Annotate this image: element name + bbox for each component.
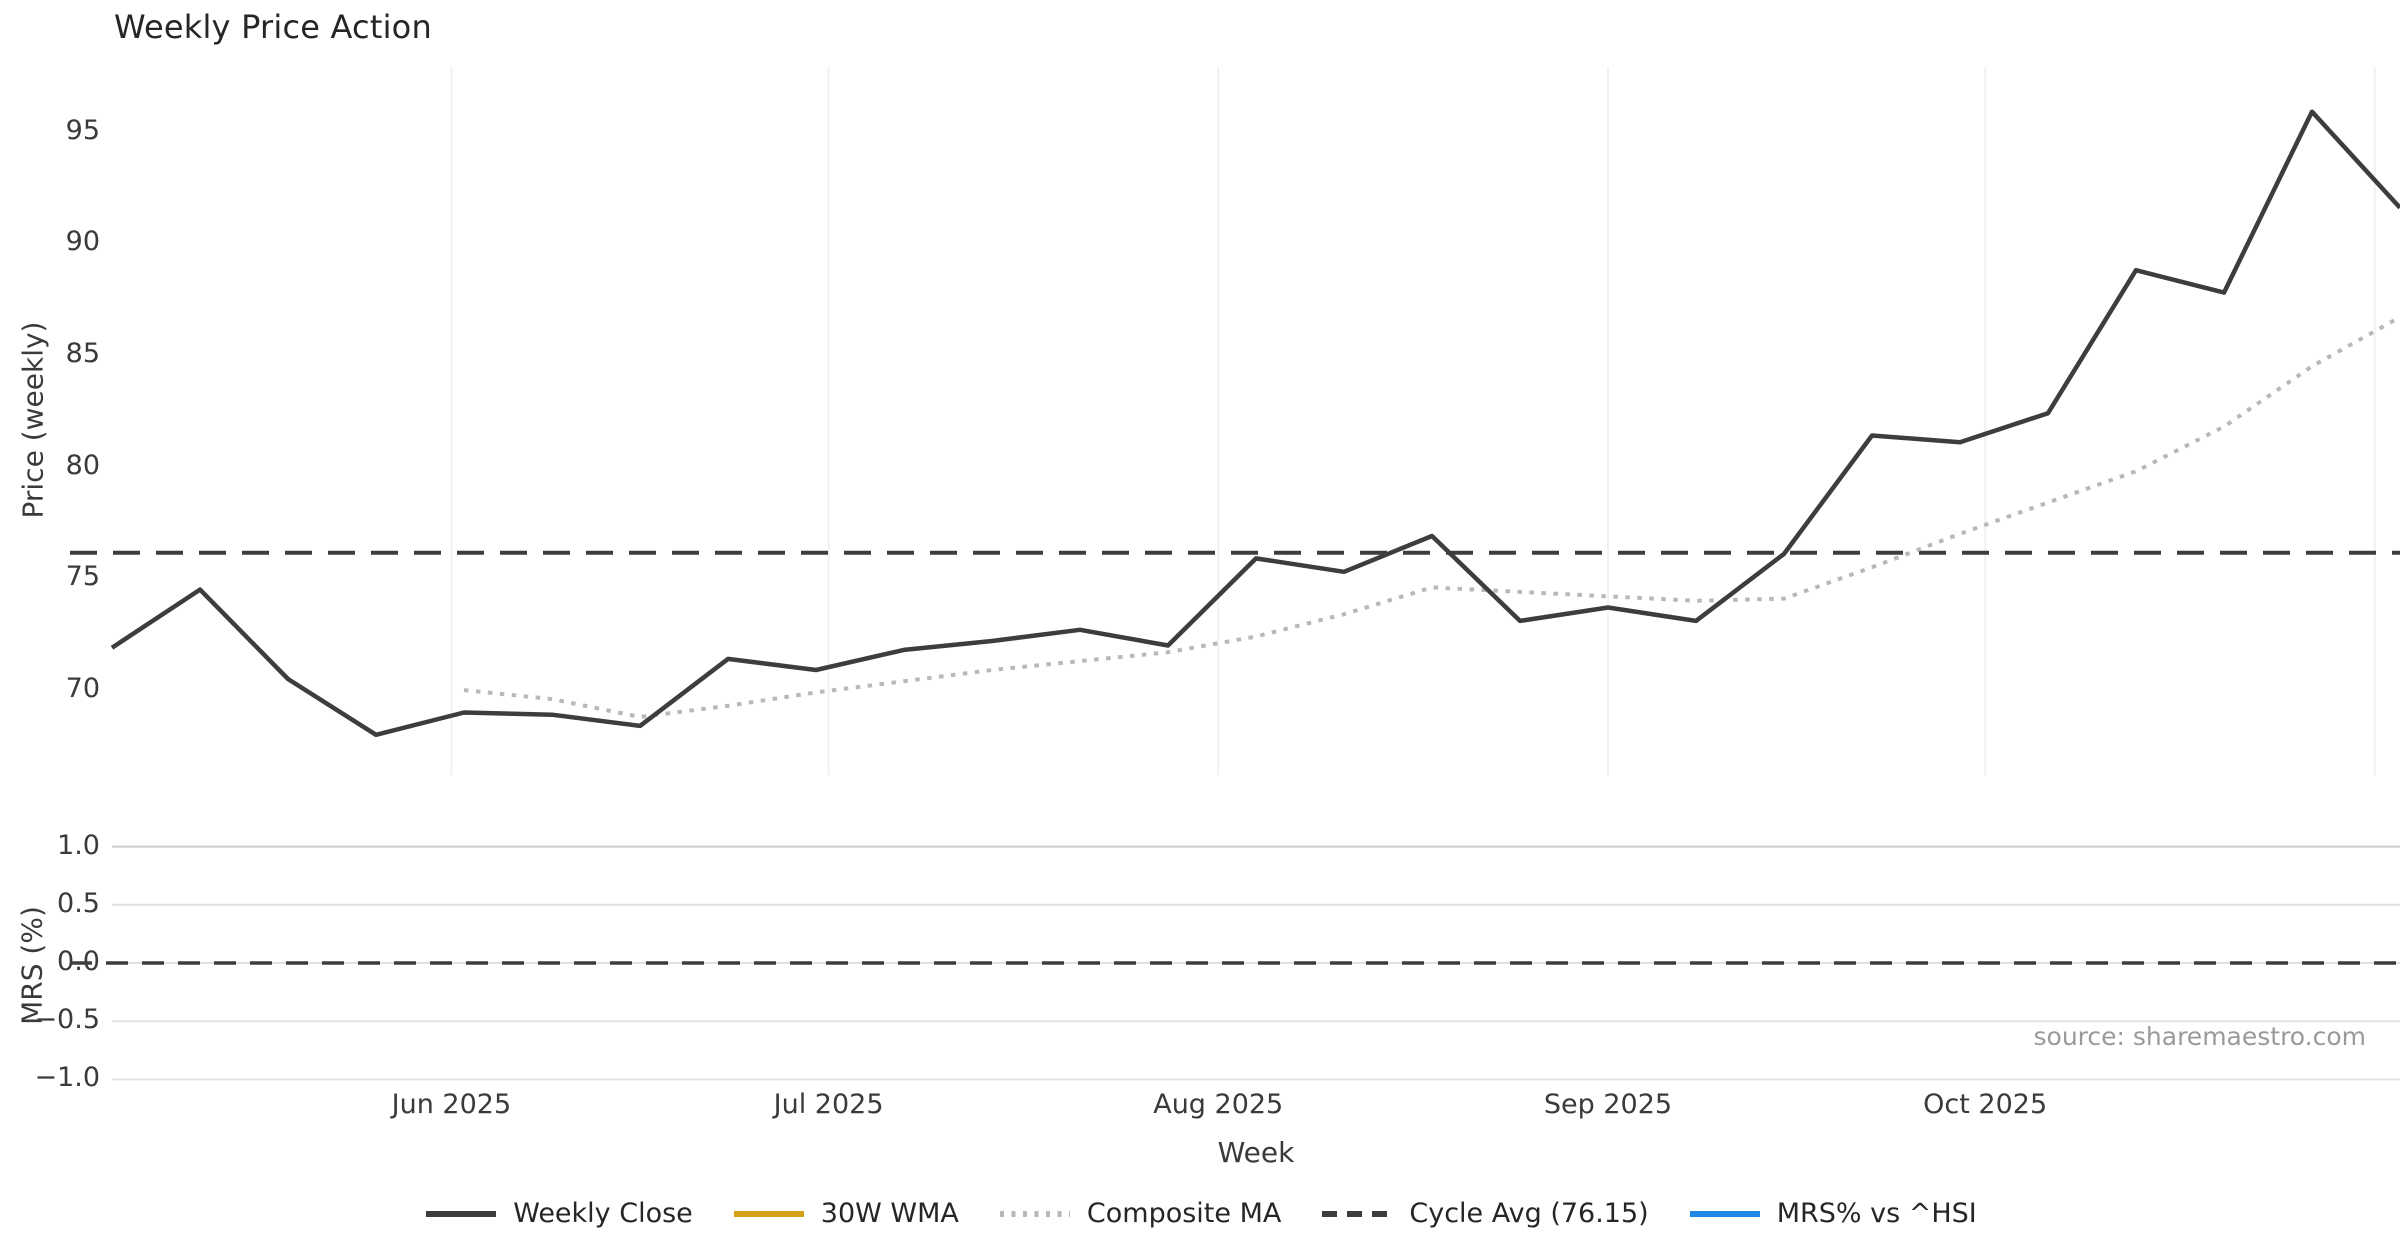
x-tick-label: Jul 2025	[773, 1089, 884, 1120]
legend-item: Weekly Close	[423, 1198, 693, 1229]
legend-item-label: MRS% vs ^HSI	[1776, 1198, 1977, 1229]
x-tick-label: Jun 2025	[391, 1089, 512, 1120]
price-y-tick-label: 90	[65, 226, 100, 258]
price-y-tick-label: 95	[65, 114, 100, 146]
mrs-y-axis-title: MRS (%)	[15, 906, 49, 1025]
legend-item-label: Composite MA	[1086, 1198, 1282, 1229]
legend-dotted-line-icon	[999, 1210, 1070, 1217]
price-y-tick-label: 80	[65, 449, 100, 481]
weekly-close-line	[110, 109, 2400, 738]
x-tick-label: Aug 2025	[1153, 1089, 1284, 1120]
chart-legend: Weekly Close 30W WMA Composite MA Cycle Avg…	[0, 1198, 2400, 1229]
x-axis-title: Week	[1217, 1136, 1295, 1169]
legend-solid-line-icon	[426, 1210, 497, 1217]
page-title: Weekly Price Action	[114, 8, 432, 46]
mrs-y-tick-label: 0.5	[57, 887, 100, 919]
price-y-tick-label: 75	[65, 561, 100, 593]
legend-item-label: Weekly Close	[513, 1198, 693, 1229]
legend-item-label: 30W WMA	[820, 1198, 959, 1229]
x-tick-label: Oct 2025	[1923, 1089, 2048, 1120]
legend-item-label: Cycle Avg (76.15)	[1409, 1198, 1649, 1229]
legend-item: MRS% vs ^HSI	[1687, 1198, 1977, 1229]
legend-solid-line-icon	[733, 1210, 804, 1217]
legend-item: 30W WMA	[731, 1198, 959, 1229]
legend-solid-line-icon	[1689, 1210, 1760, 1217]
composite-ma-line	[463, 315, 2400, 719]
legend-item: Cycle Avg (76.15)	[1319, 1198, 1649, 1229]
mrs-y-tick-label: −0.5	[34, 1004, 100, 1036]
x-tick-label: Sep 2025	[1543, 1089, 1673, 1120]
price-y-axis-title: Price (weekly)	[16, 321, 50, 519]
mrs-y-tick-label: 0.0	[57, 946, 100, 977]
mrs-y-tick-label: 1.0	[57, 829, 100, 861]
price-y-tick-label: 70	[65, 673, 100, 705]
legend-item: Composite MA	[997, 1198, 1281, 1229]
legend-dashed-line-icon	[1322, 1210, 1393, 1217]
price-y-tick-label: 85	[65, 338, 100, 370]
source-note: source: sharemaestro.com	[2033, 1022, 2367, 1051]
mrs-y-tick-label: −1.0	[34, 1062, 100, 1094]
